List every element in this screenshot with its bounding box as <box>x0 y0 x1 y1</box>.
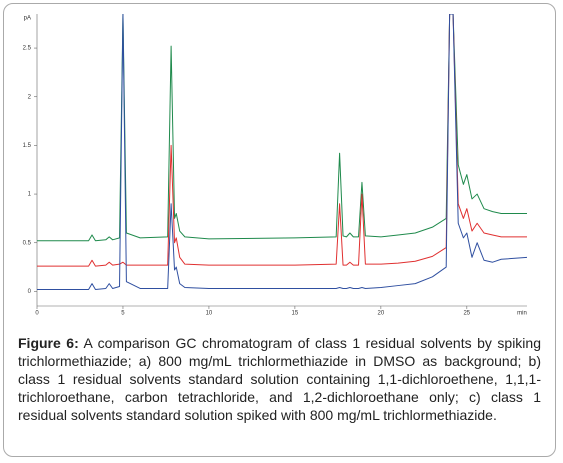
series-line <box>37 14 527 267</box>
x-axis-label: min <box>517 311 527 317</box>
x-tick-label: 20 <box>378 311 385 317</box>
caption-label: Figure 6: <box>18 335 79 351</box>
x-tick-label: 25 <box>463 311 470 317</box>
series-line <box>37 14 527 290</box>
x-tick-label: 0 <box>35 311 39 317</box>
x-tick-label: 10 <box>206 311 213 317</box>
y-tick-label: 0 <box>28 289 32 295</box>
caption-text: A comparison GC chromatogram of class 1 … <box>18 335 541 423</box>
caption: Figure 6: A comparison GC chromatogram o… <box>18 334 541 424</box>
series-line <box>37 14 527 242</box>
y-tick-label: 2 <box>28 94 32 100</box>
x-tick-label: 5 <box>121 311 125 317</box>
x-tick-label: 15 <box>292 311 299 317</box>
y-tick-label: 1.5 <box>23 143 32 149</box>
y-tick-label: 0.5 <box>23 240 32 246</box>
y-axis-label: pA <box>24 16 31 22</box>
y-tick-label: 1 <box>28 192 32 198</box>
y-tick-label: 2.5 <box>23 46 32 52</box>
chart: pA min 0 0.5 1 1.5 2 2.5 0 5 10 15 20 25 <box>23 14 527 317</box>
figure-frame <box>3 3 556 457</box>
